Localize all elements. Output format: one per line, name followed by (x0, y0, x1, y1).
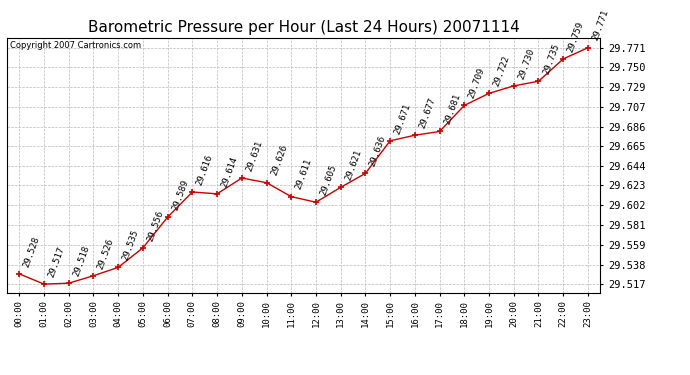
Text: 29.681: 29.681 (442, 93, 462, 126)
Text: 29.526: 29.526 (96, 237, 116, 270)
Text: 29.735: 29.735 (541, 42, 561, 76)
Text: 29.771: 29.771 (591, 9, 610, 42)
Text: 29.722: 29.722 (492, 54, 511, 88)
Text: 29.605: 29.605 (319, 163, 338, 196)
Text: 29.517: 29.517 (47, 245, 66, 279)
Text: 29.616: 29.616 (195, 153, 215, 186)
Text: 29.671: 29.671 (393, 102, 413, 135)
Text: 29.677: 29.677 (417, 96, 437, 130)
Text: 29.611: 29.611 (294, 158, 313, 191)
Text: 29.626: 29.626 (269, 144, 289, 177)
Text: 29.614: 29.614 (220, 155, 239, 188)
Text: 29.535: 29.535 (121, 228, 141, 262)
Text: 29.589: 29.589 (170, 178, 190, 212)
Text: 29.631: 29.631 (244, 139, 264, 172)
Text: 29.636: 29.636 (368, 134, 388, 168)
Text: 29.528: 29.528 (22, 235, 41, 268)
Text: Copyright 2007 Cartronics.com: Copyright 2007 Cartronics.com (10, 41, 141, 50)
Text: 29.709: 29.709 (467, 66, 486, 100)
Title: Barometric Pressure per Hour (Last 24 Hours) 20071114: Barometric Pressure per Hour (Last 24 Ho… (88, 20, 520, 35)
Text: 29.759: 29.759 (566, 20, 586, 53)
Text: 29.730: 29.730 (517, 47, 536, 80)
Text: 29.621: 29.621 (344, 148, 363, 182)
Text: 29.556: 29.556 (146, 209, 165, 242)
Text: 29.518: 29.518 (72, 244, 91, 278)
